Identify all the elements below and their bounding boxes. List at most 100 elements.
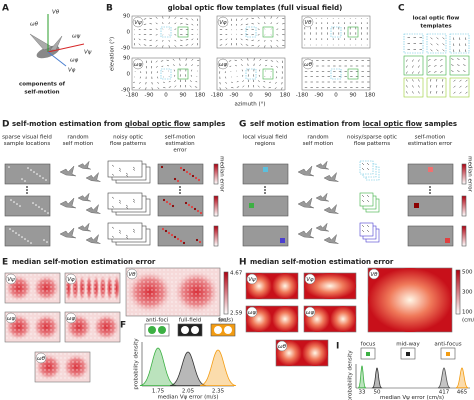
flow-arrow [155, 22, 158, 25]
flow-arrow [440, 65, 443, 67]
sample-dot [90, 282, 92, 284]
flow-arrow [168, 86, 172, 88]
column-header: random [67, 135, 88, 141]
map-symbol: Vψ [248, 277, 256, 283]
sample-dot [159, 277, 161, 279]
flow-arrow [156, 65, 158, 68]
sample-dot [42, 333, 44, 335]
sample-dot [147, 297, 149, 299]
sample-dot [46, 274, 48, 276]
flow-arrow [457, 70, 460, 72]
x-tick-label: 0 [334, 93, 338, 99]
column-header: random [307, 135, 328, 141]
flow-arrow [418, 71, 420, 74]
sample-point [32, 202, 34, 204]
sample-dot [42, 321, 44, 323]
flow-arrow [451, 70, 454, 72]
sample-dot [102, 333, 104, 335]
sample-dot [131, 285, 133, 287]
sample-dot [147, 301, 149, 303]
flow-arrow [451, 64, 454, 66]
sample-dot [131, 313, 133, 315]
sample-dot [26, 321, 28, 323]
sample-dot [135, 305, 137, 307]
sample-dot [159, 293, 161, 295]
sample-dot [151, 281, 153, 283]
sample-dot [191, 305, 193, 307]
sample-dot [38, 290, 40, 292]
sample-dot [38, 325, 40, 327]
flow-arrow [229, 65, 232, 67]
sample-point [21, 236, 23, 238]
sample-dot [114, 333, 116, 335]
sample-dot [18, 298, 20, 300]
sample-dot [102, 313, 104, 315]
flow-arrow [361, 199, 365, 203]
sample-dot [135, 309, 137, 311]
panel-title: self motion estimation from local optic … [250, 120, 457, 128]
sample-dot [207, 285, 209, 287]
sample-dot [215, 285, 217, 287]
sample-dot [80, 373, 82, 375]
sample-dot [207, 277, 209, 279]
flow-arrow [242, 85, 245, 88]
x-tick-label: 180 [195, 93, 206, 99]
sample-dot [42, 274, 44, 276]
legend-icon [181, 326, 189, 334]
sample-dot [94, 294, 96, 296]
ellipsis-dot [26, 192, 28, 194]
sample-dot [22, 278, 24, 280]
sample-dot [26, 282, 28, 284]
sample-dot [98, 290, 100, 292]
sample-dot [110, 333, 112, 335]
sample-dot [22, 274, 24, 276]
sample-dot [54, 294, 56, 296]
flow-arrow [155, 60, 158, 63]
sample-dot [215, 297, 217, 299]
flow-arrow [251, 17, 254, 19]
sample-point [47, 212, 49, 214]
sample-region [330, 68, 342, 80]
sample-dot [98, 329, 100, 331]
flow-arrow [465, 79, 468, 82]
flow-arrow [240, 38, 243, 41]
sample-dot [211, 285, 213, 287]
sample-point [39, 175, 41, 177]
error-point [185, 170, 189, 174]
sample-dot [159, 273, 161, 275]
flow-arrow [366, 162, 370, 166]
panel-label: F [120, 321, 126, 331]
sample-dot [26, 294, 28, 296]
title-part: samples [190, 120, 225, 128]
sample-dot [18, 321, 20, 323]
sample-dot [159, 309, 161, 311]
sample-dot [203, 305, 205, 307]
flow-arrow [412, 85, 414, 88]
x-tick-label: -90 [230, 93, 239, 99]
sample-dot [114, 298, 116, 300]
sample-dot [72, 377, 74, 379]
sample-dot [30, 286, 32, 288]
sample-dot [42, 286, 44, 288]
sample-dot [199, 309, 201, 311]
sample-dot [22, 317, 24, 319]
panel-title: local optic flow [413, 16, 460, 22]
sample-dot [54, 282, 56, 284]
template-symbol: ωφ [219, 62, 228, 68]
flow-arrow [412, 79, 414, 82]
sample-dot [74, 286, 76, 288]
sample-dot [175, 293, 177, 295]
sample-dot [211, 305, 213, 307]
sample-dot [76, 365, 78, 367]
sample-dot [86, 313, 88, 315]
sample-dot [183, 309, 185, 311]
error-field [157, 195, 204, 217]
sample-dot [207, 281, 209, 283]
sample-point [15, 232, 17, 234]
flow-arrow [168, 16, 170, 19]
sample-dot [84, 373, 86, 375]
sample-dot [179, 293, 181, 295]
flow-arrow [276, 22, 279, 25]
sample-dot [80, 365, 82, 367]
heat-blob [113, 274, 120, 302]
